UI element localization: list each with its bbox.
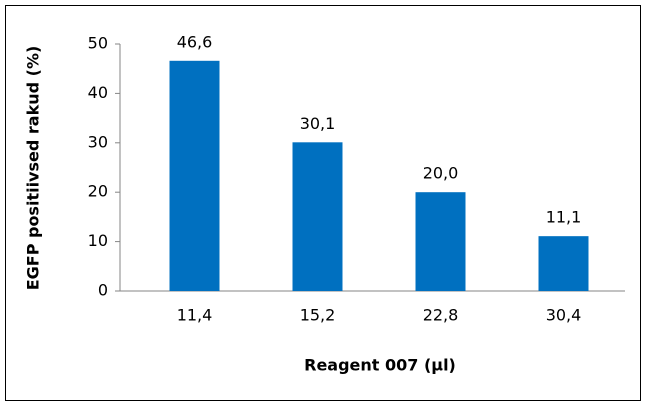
y-axis-label: EGFP positiivsed rakud (%) (24, 46, 43, 291)
data-label: 46,6 (177, 32, 213, 51)
y-tick-label: 10 (88, 231, 108, 250)
x-tick-label: 30,4 (546, 306, 582, 325)
bar (169, 60, 220, 291)
y-tick-label: 30 (88, 132, 108, 151)
y-tick-label: 0 (98, 281, 108, 300)
x-tick-label: 11,4 (177, 306, 213, 325)
y-tick-label: 20 (88, 182, 108, 201)
bar (538, 236, 589, 291)
data-label: 11,1 (546, 208, 582, 227)
x-tick-label: 22,8 (423, 306, 459, 325)
x-axis-label: Reagent 007 (µl) (304, 356, 456, 375)
bar (415, 192, 466, 291)
bar (292, 142, 343, 291)
y-tick-label: 50 (88, 34, 108, 53)
x-tick-label: 15,2 (300, 306, 336, 325)
data-label: 20,0 (423, 164, 459, 183)
data-label: 30,1 (300, 114, 336, 133)
y-tick-label: 40 (88, 83, 108, 102)
